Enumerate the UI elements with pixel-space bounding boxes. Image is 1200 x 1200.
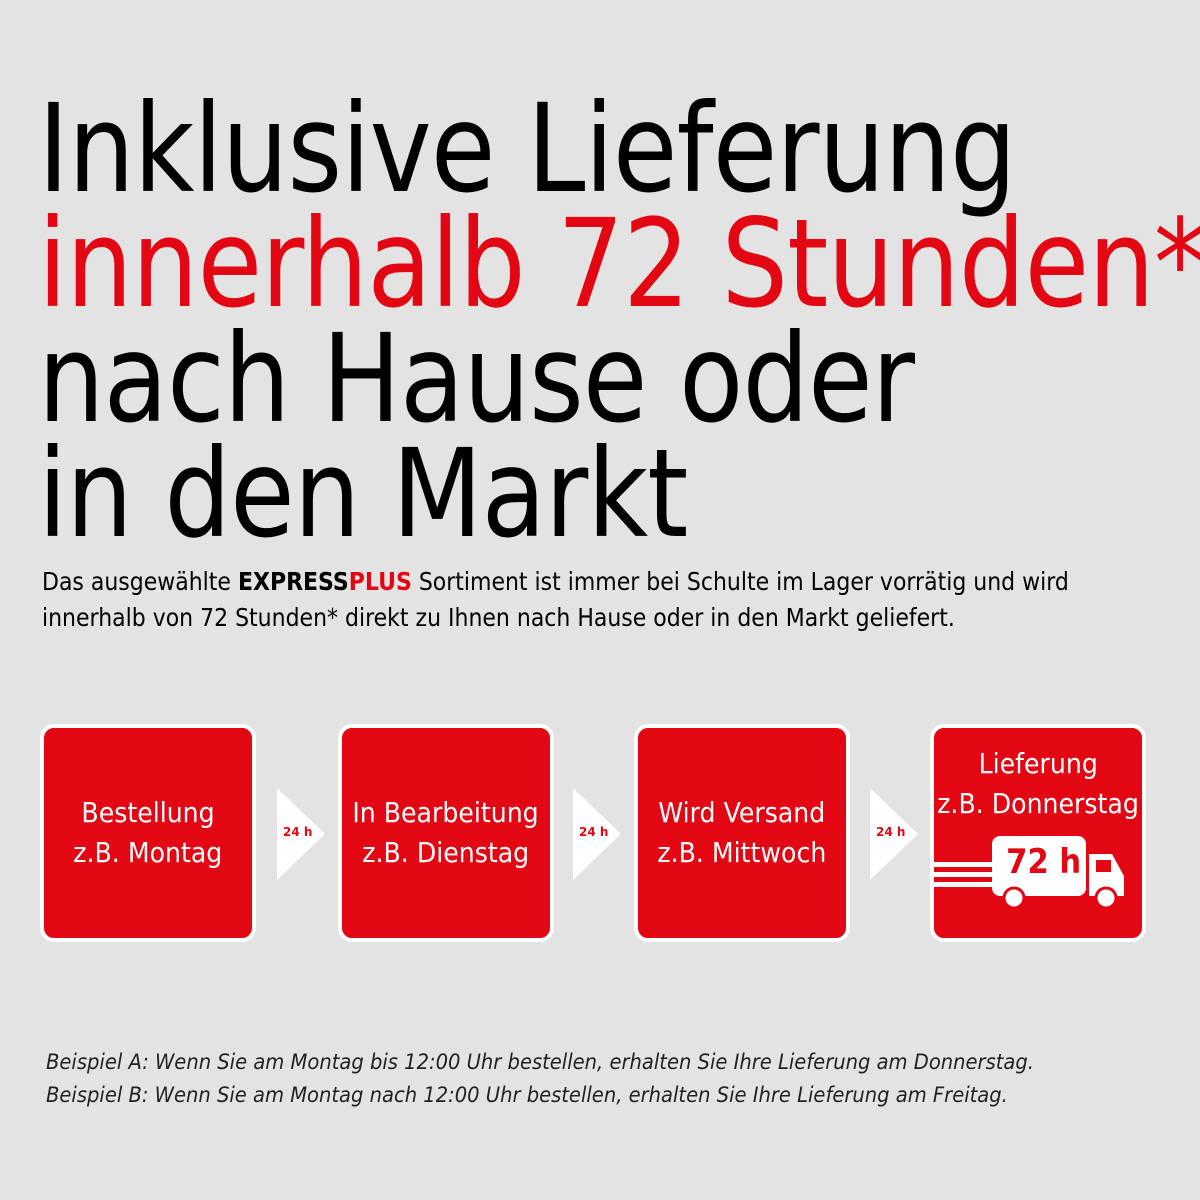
arrow-label: 24 h xyxy=(579,825,609,839)
subtitle-line-2: innerhalb von 72 Stunden* direkt zu Ihne… xyxy=(42,603,955,632)
headline-line-3: nach Hause oder xyxy=(38,308,915,450)
arrow-3: 24 h xyxy=(870,788,920,880)
step-day: z.B. Dienstag xyxy=(362,836,530,869)
step-title: Lieferung xyxy=(978,747,1098,780)
step-day: z.B. Montag xyxy=(73,836,223,869)
truck-label: 72 h xyxy=(1006,842,1082,882)
arrow-right-icon xyxy=(277,788,325,880)
headline-line-4: in den Markt xyxy=(38,423,688,565)
brand-plus: PLUS xyxy=(348,567,412,596)
subtitle: Das ausgewählte EXPRESSPLUS Sortiment is… xyxy=(42,564,1069,636)
step-order: Bestellung z.B. Montag xyxy=(40,724,256,942)
headline-line-2: innerhalb 72 Stunden* xyxy=(38,193,1200,335)
step-shipping: Wird Versand z.B. Mittwoch xyxy=(634,724,850,942)
truck-icon: 72 h xyxy=(934,832,1142,912)
arrow-1: 24 h xyxy=(277,788,327,880)
step-day: z.B. Mittwoch xyxy=(657,836,827,869)
footnote-a: Beispiel A: Wenn Sie am Montag bis 12:00… xyxy=(46,1050,1034,1074)
step-title: In Bearbeitung xyxy=(352,796,540,829)
step-processing: In Bearbeitung z.B. Dienstag xyxy=(338,724,554,942)
headline-line-1: Inklusive Lieferung xyxy=(38,78,1017,220)
arrow-label: 24 h xyxy=(876,825,906,839)
arrow-right-icon xyxy=(573,788,621,880)
arrow-label: 24 h xyxy=(283,825,313,839)
arrow-2: 24 h xyxy=(573,788,623,880)
subtitle-text: Das ausgewählte xyxy=(42,567,238,596)
step-day: z.B. Donnerstag xyxy=(937,787,1139,820)
footnotes: Beispiel A: Wenn Sie am Montag bis 12:00… xyxy=(46,1046,1034,1112)
brand-express: EXPRESS xyxy=(237,567,349,596)
subtitle-text: Sortiment ist immer bei Schulte im Lager… xyxy=(411,567,1069,596)
step-delivery: Lieferung z.B. Donnerstag 72 h xyxy=(930,724,1146,942)
step-title: Wird Versand xyxy=(658,796,826,829)
step-title: Bestellung xyxy=(81,796,215,829)
footnote-b: Beispiel B: Wenn Sie am Montag nach 12:0… xyxy=(46,1083,1008,1107)
arrow-right-icon xyxy=(870,788,918,880)
